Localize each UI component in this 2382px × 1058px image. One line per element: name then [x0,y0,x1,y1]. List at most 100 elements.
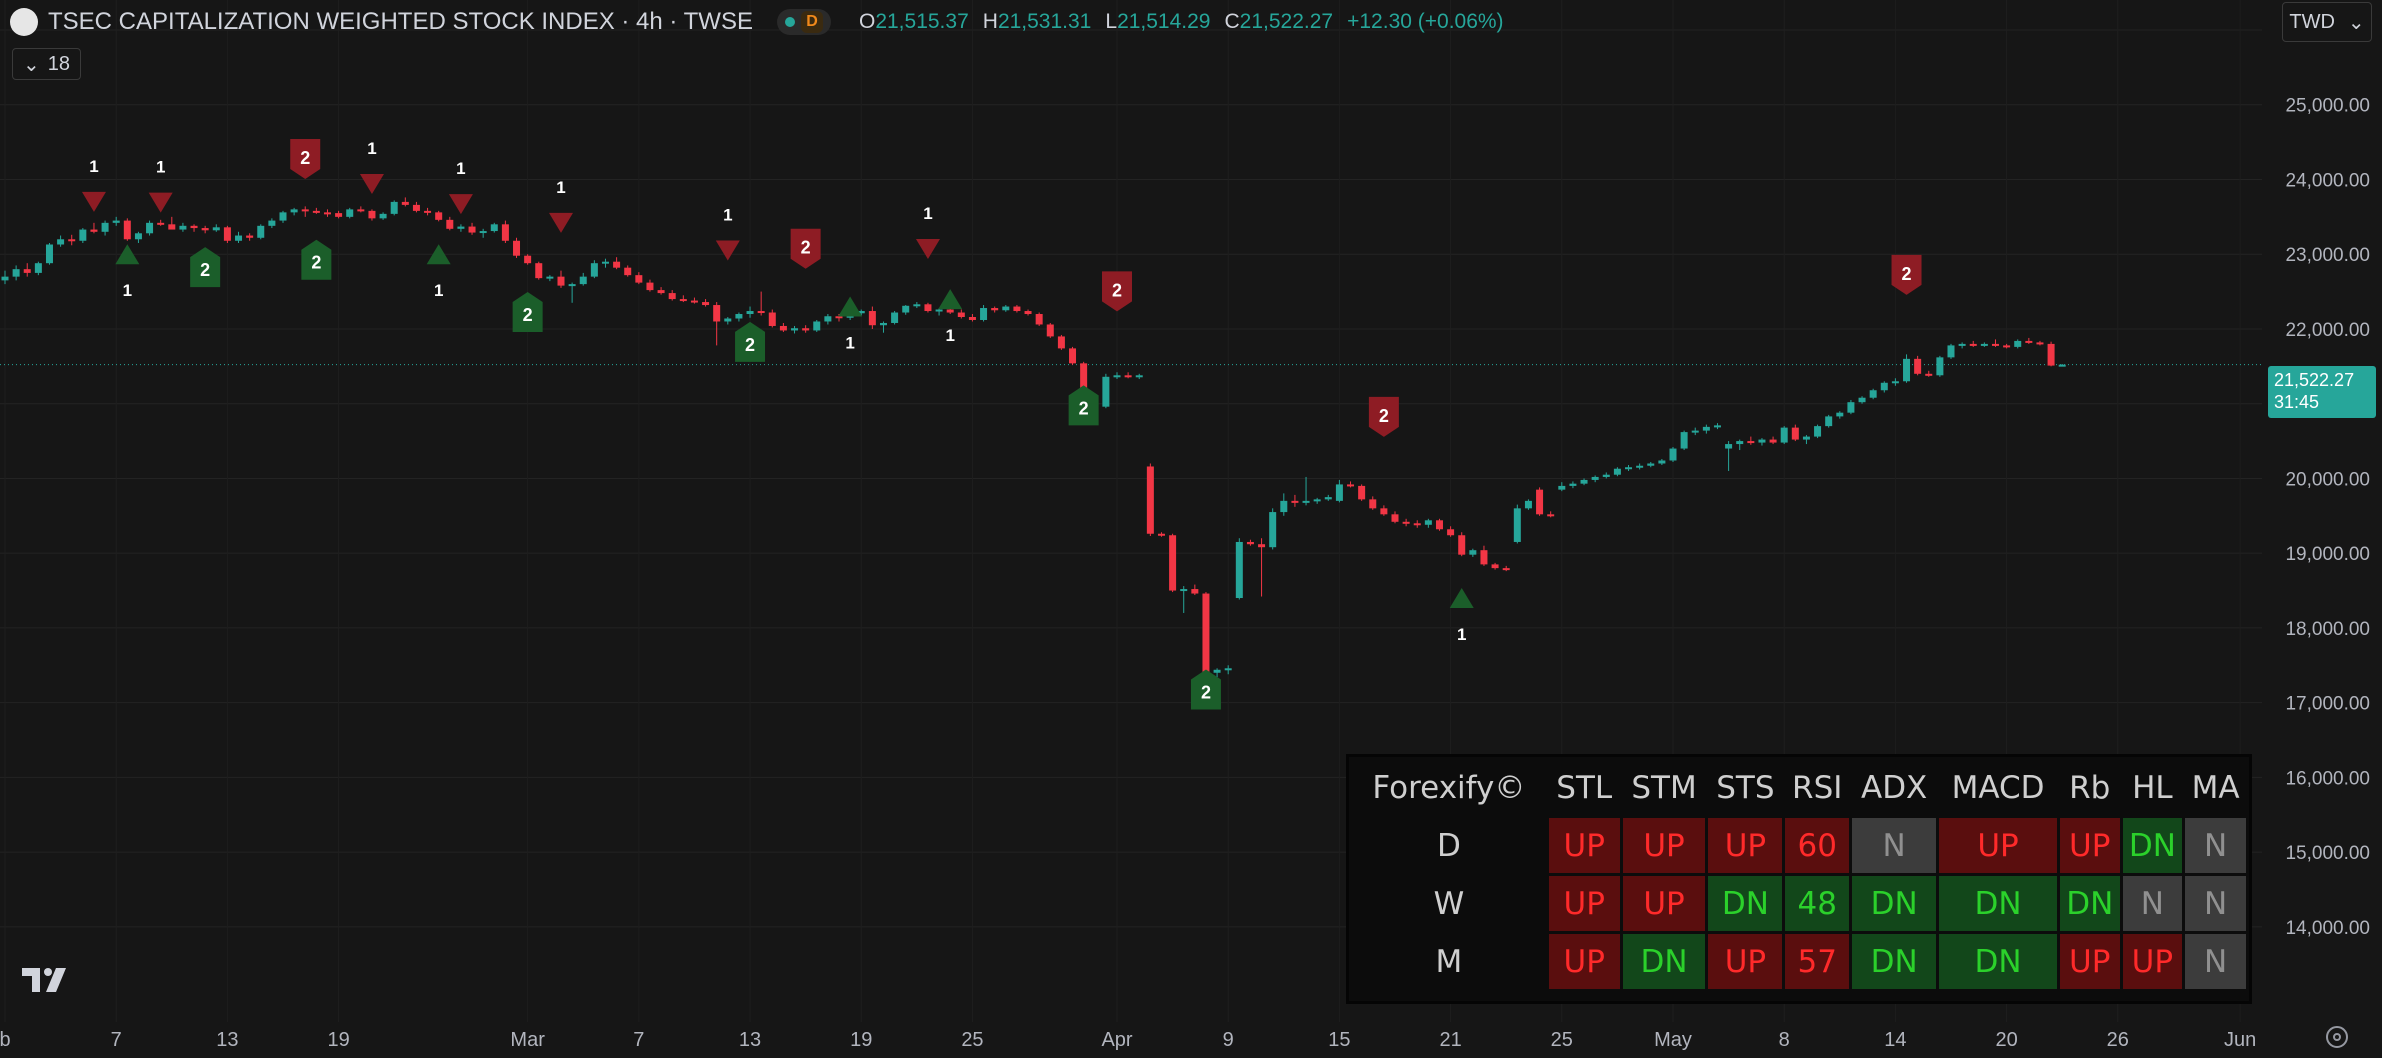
candle [12,265,20,281]
candle-body [1146,466,1154,534]
candle [991,306,999,313]
chevron-down-icon: ⌄ [2347,11,2365,34]
candle-body [479,231,487,234]
candle [1613,467,1621,477]
label-up-shape [1190,669,1221,710]
candle [1713,423,1721,430]
sell-signal-marker: 1 [715,205,740,261]
time-tick-label: Apr [1101,1029,1132,1051]
candle [1202,592,1210,679]
tradingview-logo-icon[interactable] [22,966,74,994]
candle-body [1169,535,1177,591]
sell-signal-marker: 1 [448,159,473,215]
close-label: C [1224,10,1240,33]
forexify-cell: N [2122,876,2183,931]
candle-body [1780,427,1788,443]
candle-body [490,224,498,232]
candle [1814,424,1822,439]
time-axis[interactable]: b 7 13 19 Mar 7 13 19 25 Apr 9 15 21 25 May 8 14 20 26 Jun [0,1029,2256,1051]
candle [1013,305,1021,313]
candle [1458,532,1466,557]
triangle-up-icon [838,296,863,317]
forexify-col-header: MA [2191,769,2240,806]
market-status-pill[interactable]: D [776,9,831,35]
candle-body [368,210,376,219]
signal-count-label: 1 [923,204,932,223]
symbol-title[interactable]: TSEC CAPITALIZATION WEIGHTED STOCK INDEX… [48,8,753,35]
candle-body [1069,348,1077,364]
candle-body [1224,668,1232,671]
candle [1602,472,1610,479]
candle [201,225,209,234]
signal-count-label: 1 [456,159,465,178]
candle [1057,334,1065,350]
signal-count-label: 2 [1902,264,1912,284]
candle-body [902,305,910,313]
currency-selector[interactable]: TWD ⌄ [2282,2,2372,42]
candle-body [1180,589,1188,592]
candle [1847,399,1855,415]
candle-body [1947,345,1955,358]
indicators-toggle-button[interactable]: ⌄ 18 [12,48,82,80]
forexify-cell: UP [2122,934,2183,989]
candle [1891,378,1899,386]
candle [34,261,42,276]
candle-body [424,210,432,213]
candle [223,225,231,244]
candle [1380,505,1388,516]
sell-signal-marker: 2 [1368,396,1399,437]
candle [301,206,309,217]
forexify-cell: N [2185,818,2246,873]
candle-body [924,304,932,312]
candle-body [1769,439,1777,443]
candle [613,257,621,270]
candle-body [1791,427,1799,440]
candle [1580,478,1588,486]
candle-body [679,299,687,302]
signal-count-label: 1 [556,178,565,197]
candle-body [446,219,454,229]
candle-body [1636,465,1644,468]
forexify-cell: UP [1622,818,1706,873]
candle-body [579,276,587,285]
candle-body [601,261,609,264]
candle-body [1647,463,1655,466]
candle-body [1324,497,1332,500]
candle-body [146,222,154,234]
candle-body [1480,550,1488,565]
candle-body [1680,432,1688,449]
candle-body [1602,474,1610,477]
candle [1046,322,1054,338]
candle [935,308,943,316]
candle-body [1613,468,1621,475]
triangle-down-icon [448,194,473,215]
candle-body [235,235,243,241]
candle [1035,312,1043,326]
candle-body [1736,441,1744,445]
candle-body [1991,343,1999,346]
candle [1669,447,1677,462]
price-tick-label: 17,000.00 [2285,694,2370,715]
candle [546,275,554,282]
candle [980,305,988,322]
candle [1869,388,1877,400]
candle [1335,479,1343,503]
price-axis[interactable]: 14,000.00 15,000.00 16,000.00 17,000.00 18,0… [2285,21,2370,939]
chart-settings-gear-icon[interactable] [2326,1026,2348,1048]
candle-body [335,213,343,217]
candle [1424,518,1432,528]
forexify-cell: UP [1708,934,1783,989]
candle-body [724,318,732,322]
candle [1180,586,1188,613]
currency-label: TWD [2289,10,2335,33]
candle [1880,381,1888,393]
candle [891,311,899,325]
candle [1391,511,1399,524]
candle [702,299,710,307]
time-tick-label: 14 [1884,1029,1906,1051]
candle-body [1102,376,1110,407]
triangle-down-icon [148,192,173,213]
forexify-cell: UP [1708,818,1783,873]
bar-countdown: 31:45 [2274,392,2320,412]
